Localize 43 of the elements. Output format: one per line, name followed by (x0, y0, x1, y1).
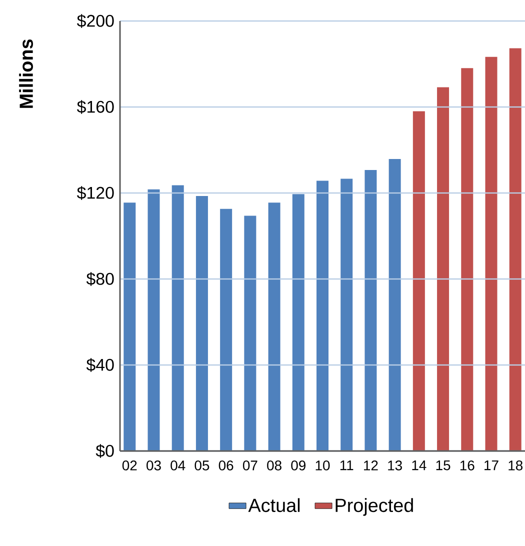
x-tick-label: 11 (340, 460, 354, 470)
bar (364, 170, 377, 451)
bar (340, 178, 353, 451)
x-tick-label: 13 (388, 460, 402, 470)
x-tick-label: 10 (316, 460, 330, 470)
bar (244, 216, 256, 451)
x-tick-label: 16 (460, 460, 474, 470)
bar (124, 202, 136, 451)
y-tick-label: $200 (76, 14, 114, 28)
x-tick-label: 02 (122, 460, 137, 470)
x-tick-label: 12 (364, 460, 378, 470)
bar (437, 87, 450, 451)
bar (509, 48, 522, 451)
x-tick-label: 09 (291, 460, 306, 470)
x-tick-label: 14 (412, 460, 426, 470)
x-tick-label: 06 (218, 460, 234, 470)
bar (316, 180, 328, 451)
legend-label: Projected (336, 498, 413, 516)
bar (220, 208, 232, 451)
bar (268, 202, 280, 451)
bar (172, 185, 184, 451)
x-tick-label: 18 (508, 460, 523, 470)
bar (388, 159, 401, 451)
x-tick-label: 15 (436, 460, 450, 470)
y-axis-title: Millions (19, 39, 33, 108)
y-tick-label: $0 (96, 444, 114, 458)
x-tick-label: 07 (242, 460, 258, 470)
bar (485, 56, 498, 451)
legend-label: Actual (248, 498, 300, 512)
bar (196, 196, 208, 451)
x-tick-label: 03 (146, 460, 161, 470)
bar (148, 189, 160, 451)
y-tick-label: $40 (86, 358, 114, 372)
x-tick-label: 04 (170, 460, 186, 470)
x-tick-label: 17 (484, 460, 498, 470)
y-tick-label: $160 (76, 100, 114, 114)
x-tick-label: 05 (194, 460, 210, 470)
bar (461, 68, 474, 451)
y-tick-label: $80 (86, 272, 114, 286)
bar (412, 111, 425, 451)
bar (292, 194, 304, 451)
x-tick-label: 08 (267, 460, 282, 470)
y-tick-label: $120 (76, 186, 114, 200)
